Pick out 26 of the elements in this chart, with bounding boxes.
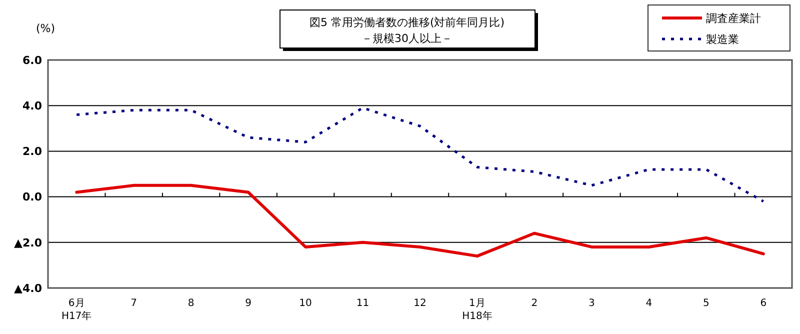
x-tick-label: 4 [646,298,652,309]
y-tick-label: 0.0 [22,190,42,204]
legend-label: 製造業 [706,32,739,46]
x-tick-label: 8 [188,298,194,309]
x-tick-label: 9 [245,298,252,309]
x-tick-label: 6 [760,298,767,309]
x-tick-label: 1月 H18年 [462,298,492,322]
legend-label: 調査産業計 [706,12,761,25]
chart-subtitle: －規模30人以上－ [362,32,452,45]
y-tick-label: ▲2.0 [14,236,42,250]
y-tick-label: ▲4.0 [14,282,42,295]
line-series [75,184,765,258]
x-tick-label: 11 [356,298,370,309]
y-tick-label: 4.0 [22,99,42,112]
x-tick-label: 7 [130,298,138,309]
x-tick-label: 12 [414,298,426,309]
y-tick-label: 2.0 [22,145,42,158]
x-tick-label: 10 [299,298,312,309]
chart-title: 図5 常用労働者数の推移(対前年同月比) [309,16,505,29]
y-axis-title: (%) [36,22,56,35]
x-tick-label: 6月 H17年 [61,298,92,322]
y-tick-label: 6.0 [22,54,42,67]
x-tick-label: 3 [588,298,595,309]
line-series [75,106,765,203]
x-tick-label: 5 [702,298,710,309]
x-tick-label: 2 [531,298,538,309]
